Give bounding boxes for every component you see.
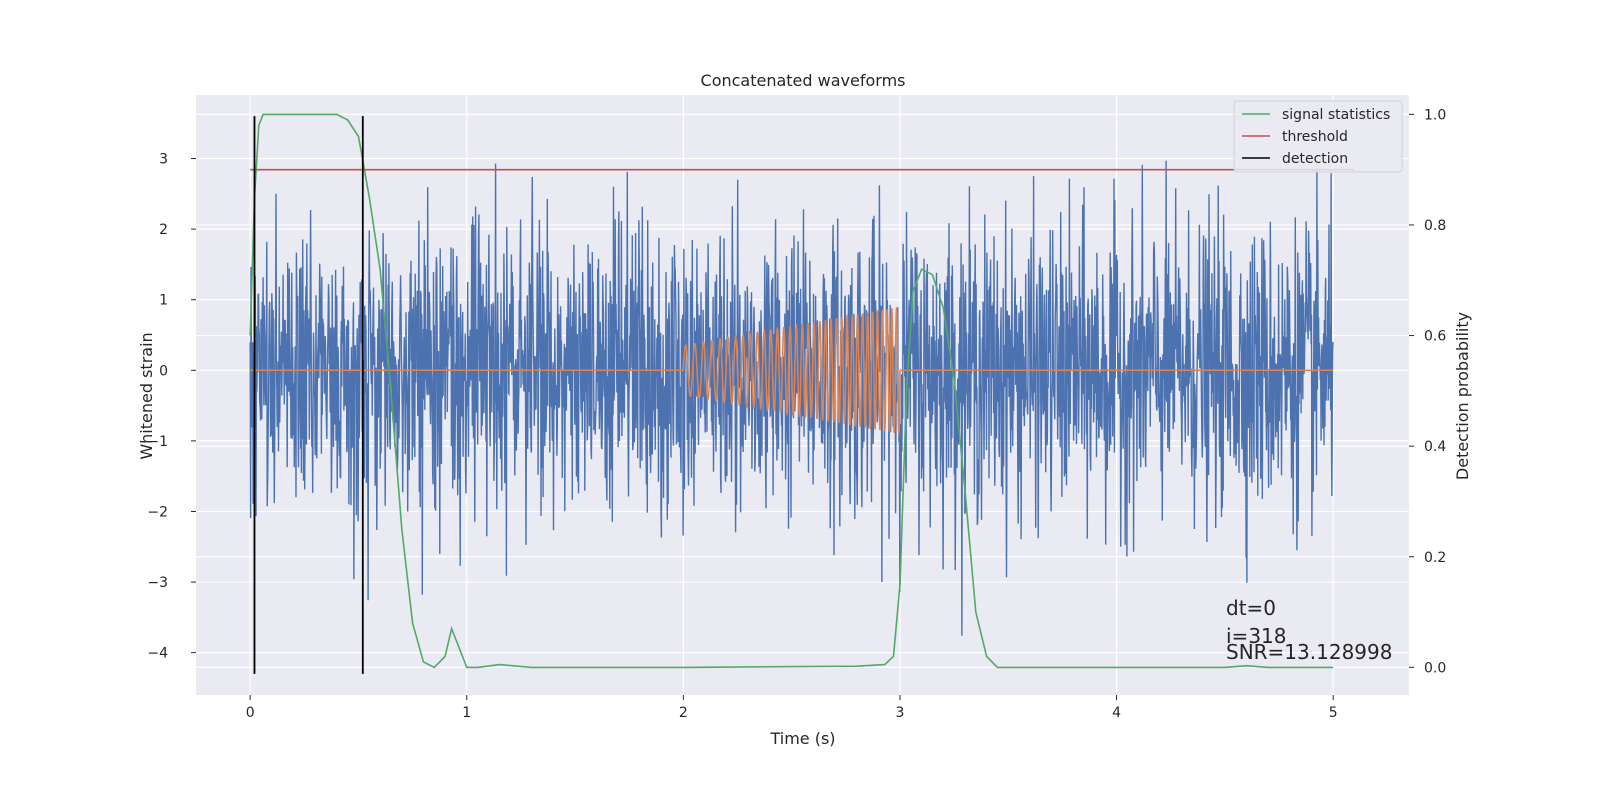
y-right-axis-ticks: 0.0 0.2 0.4 0.6 0.8 1.0	[1409, 107, 1446, 676]
y-left-axis-ticks: −4 −3 −2 −1 0 1 2 3	[147, 152, 196, 662]
y-right-tick-label: 0.6	[1424, 329, 1446, 345]
y-left-tick-label: −4	[147, 646, 168, 662]
annotation-i: i=318	[1226, 624, 1287, 648]
y-left-tick-label: −3	[147, 575, 168, 591]
series-noise	[249, 160, 1334, 636]
legend-label-signal-statistics: signal statistics	[1282, 107, 1390, 123]
legend-label-threshold: threshold	[1282, 129, 1348, 145]
y-right-axis-label: Detection probability	[1453, 312, 1472, 480]
y-right-tick-label: 1.0	[1424, 107, 1446, 123]
chart-title: Concatenated waveforms	[701, 71, 906, 90]
x-tick-label: 2	[679, 705, 688, 721]
annotation-dt: dt=0	[1226, 596, 1276, 620]
series-detection	[253, 116, 364, 674]
legend-box	[1233, 100, 1403, 173]
legend-label-detection: detection	[1282, 151, 1348, 167]
x-axis-label: Time (s)	[769, 729, 835, 748]
x-tick-label: 5	[1329, 705, 1338, 721]
x-tick-label: 3	[896, 705, 905, 721]
y-left-tick-label: 1	[159, 293, 168, 309]
y-right-tick-label: 0.0	[1424, 660, 1446, 676]
y-left-tick-label: −2	[147, 504, 168, 520]
series-chirp	[250, 307, 1334, 437]
x-tick-label: 1	[462, 705, 471, 721]
x-axis-ticks: 0 1 2 3 4 5	[246, 695, 1338, 721]
y-left-tick-label: 2	[159, 222, 168, 238]
y-left-tick-label: 3	[159, 152, 168, 168]
y-right-tick-label: 0.4	[1424, 439, 1446, 455]
y-right-tick-label: 0.8	[1424, 218, 1446, 234]
y-left-tick-label: 0	[159, 363, 168, 379]
y-right-tick-label: 0.2	[1424, 550, 1446, 566]
series-signal-statistics	[249, 113, 1334, 669]
plot-series	[249, 113, 1355, 674]
x-tick-label: 4	[1112, 705, 1121, 721]
x-tick-label: 0	[246, 705, 255, 721]
legend: signal statistics threshold detection	[1233, 100, 1403, 173]
y-left-axis-label: Whitened strain	[137, 332, 156, 459]
annotation-snr: SNR=13.128998	[1226, 640, 1392, 664]
y-left-tick-label: −1	[147, 434, 168, 450]
